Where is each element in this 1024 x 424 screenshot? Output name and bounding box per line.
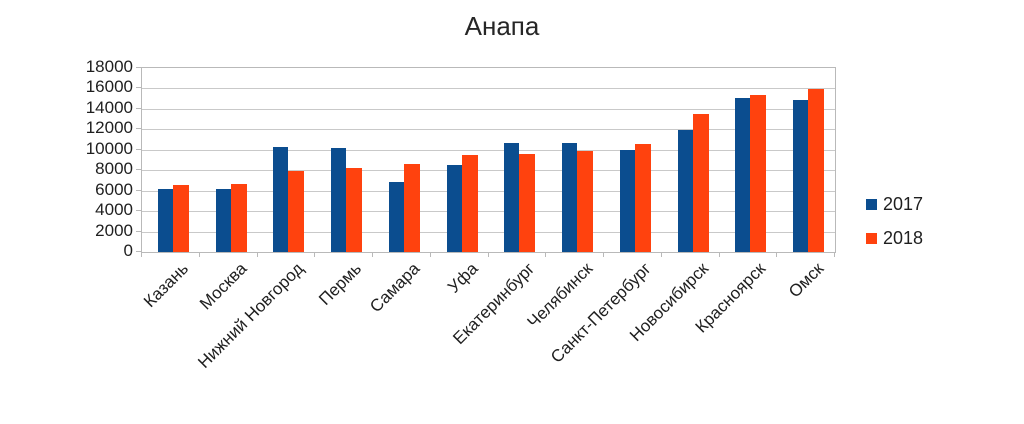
y-axis-tick [136, 251, 141, 252]
y-axis-tick-label: 8000 [95, 159, 133, 178]
bar-2018-Санкт-Петербург [635, 144, 651, 252]
y-axis-tick [136, 149, 141, 150]
y-axis-tick [136, 87, 141, 88]
y-axis-tick [136, 169, 141, 170]
x-axis-label-6: Уфа [443, 259, 482, 297]
x-axis-tick [314, 253, 315, 257]
x-axis-label-3: Нижний Новгород [194, 259, 308, 372]
bar-2017-Москва [216, 189, 231, 252]
y-axis-tick-label: 4000 [95, 200, 133, 219]
x-axis-tick [545, 253, 546, 257]
y-axis-tick-label: 16000 [85, 77, 133, 96]
bar-2017-Пермь [331, 148, 346, 252]
gridline [142, 211, 835, 212]
y-axis-tick [136, 128, 141, 129]
bar-2017-Уфа [447, 165, 462, 252]
x-axis-tick [776, 253, 777, 257]
x-axis-label-1: Казань [140, 259, 193, 312]
legend: 2017 2018 [866, 193, 923, 261]
bar-2017-Челябинск [562, 143, 577, 252]
legend-item-2018: 2018 [866, 227, 923, 249]
x-axis-tick [257, 253, 258, 257]
bar-2018-Челябинск [577, 151, 593, 252]
legend-item-2017: 2017 [866, 193, 923, 215]
x-axis-tick [372, 253, 373, 257]
bar-2017-Самара [389, 182, 404, 252]
y-axis-tick-label: 2000 [95, 221, 133, 240]
x-axis-tick [719, 253, 720, 257]
legend-swatch-2017 [866, 198, 877, 210]
gridline [142, 88, 835, 89]
y-axis-tick [136, 190, 141, 191]
bar-2017-Нижний Новгород [273, 147, 288, 252]
gridline [142, 109, 835, 110]
bar-2017-Санкт-Петербург [620, 150, 635, 252]
y-axis-tick-label: 0 [123, 241, 133, 260]
legend-label-2017: 2017 [883, 194, 924, 214]
legend-label-2018: 2018 [883, 228, 924, 248]
x-axis-tick [199, 253, 200, 257]
chart-title: Анапа [464, 11, 540, 41]
bar-2017-Омск [793, 100, 808, 252]
x-axis-tick [661, 253, 662, 257]
x-axis-label-4: Пермь [315, 259, 366, 309]
y-axis-tick-label: 10000 [85, 139, 133, 158]
bar-2017-Казань [158, 189, 173, 252]
gridline [142, 170, 835, 171]
bar-2018-Екатеринбург [519, 154, 535, 252]
bar-2018-Самара [404, 164, 420, 252]
x-axis-tick [834, 253, 835, 257]
x-axis-tick [603, 253, 604, 257]
bar-2017-Екатеринбург [504, 143, 519, 252]
bar-2018-Казань [173, 185, 189, 252]
x-axis-tick [488, 253, 489, 257]
bar-2017-Красноярск [735, 98, 750, 252]
gridline [142, 232, 835, 233]
bar-2018-Уфа [462, 155, 478, 252]
y-axis-tick [136, 108, 141, 109]
x-axis-label-5: Самара [366, 259, 424, 317]
y-axis-tick-label: 18000 [85, 57, 133, 76]
bar-2018-Омск [808, 89, 824, 252]
gridline [142, 191, 835, 192]
x-axis-tick [430, 253, 431, 257]
bar-2018-Пермь [346, 168, 362, 252]
x-axis-label-9: Санкт-Петербург [546, 259, 655, 367]
gridline [142, 150, 835, 151]
bar-2018-Нижний Новгород [288, 171, 304, 252]
legend-swatch-2018 [866, 232, 877, 244]
y-axis-tick-label: 12000 [85, 118, 133, 137]
bar-2017-Новосибирск [678, 130, 693, 252]
plot-area [141, 67, 836, 253]
gridline [142, 129, 835, 130]
x-axis-tick [141, 253, 142, 257]
y-axis-tick-label: 14000 [85, 98, 133, 117]
y-axis-tick [136, 67, 141, 68]
y-axis-tick [136, 210, 141, 211]
y-axis-tick [136, 231, 141, 232]
y-axis-tick-label: 6000 [95, 180, 133, 199]
bar-2018-Москва [231, 184, 247, 252]
bar-2018-Новосибирск [693, 114, 709, 252]
bar-2018-Красноярск [750, 95, 766, 252]
x-axis-label-2: Москва [195, 259, 251, 314]
x-axis-label-12: Омск [785, 259, 828, 302]
